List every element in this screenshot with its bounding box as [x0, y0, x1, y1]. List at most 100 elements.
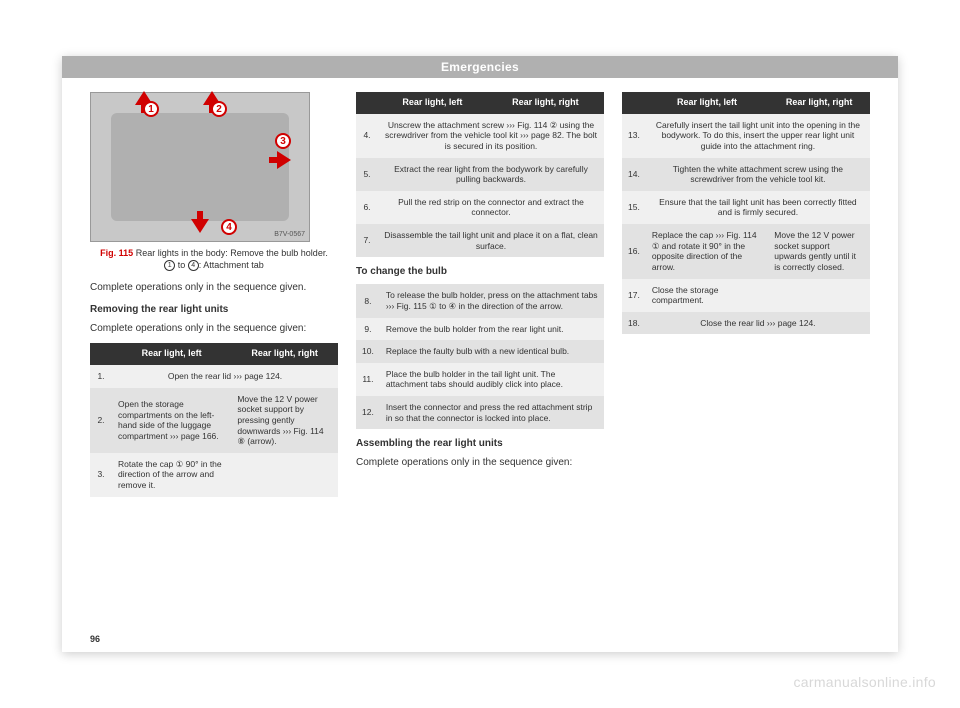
- step-num: 5.: [356, 158, 378, 191]
- table-row: 1. Open the rear lid ››› page 124.: [90, 365, 338, 388]
- table-row: 4. Unscrew the attachment screw ››› Fig.…: [356, 114, 604, 158]
- steps-table-1: Rear light, left Rear light, right 1. Op…: [90, 343, 338, 496]
- step-text: Replace the faulty bulb with a new ident…: [380, 340, 604, 363]
- table-row: 17. Close the storage compartment.: [622, 279, 870, 312]
- figure-badge-3: 3: [275, 133, 291, 149]
- subheading: Assembling the rear light units: [356, 437, 604, 450]
- table-row: 7. Disassemble the tail light unit and p…: [356, 224, 604, 257]
- caption-text-a: Rear lights in the body: Remove the bulb…: [136, 248, 328, 258]
- table-row: 13. Carefully insert the tail light unit…: [622, 114, 870, 158]
- step-num: 8.: [356, 284, 380, 317]
- figure-badge-2: 2: [211, 101, 227, 117]
- step-text: Carefully insert the tail light unit int…: [646, 114, 870, 158]
- table-row: 18. Close the rear lid ››› page 124.: [622, 312, 870, 335]
- table-header-blank: [622, 92, 646, 114]
- table-row: 5. Extract the rear light from the bodyw…: [356, 158, 604, 191]
- table-row: 3. Rotate the cap ① 90° in the direction…: [90, 453, 338, 497]
- table-header-blank: [90, 343, 112, 365]
- step-text: Place the bulb holder in the tail light …: [380, 363, 604, 396]
- step-num: 10.: [356, 340, 380, 363]
- step-text: Tighten the white attachment screw using…: [646, 158, 870, 191]
- step-num: 7.: [356, 224, 378, 257]
- figure-shape: [111, 113, 289, 221]
- steps-table-3: Rear light, left Rear light, right 13. C…: [622, 92, 870, 334]
- section-header: Emergencies: [62, 56, 898, 78]
- step-text-right: Move the 12 V power socket support by pr…: [231, 388, 338, 453]
- table-header-left: Rear light, left: [112, 343, 231, 365]
- table-row: 8. To release the bulb holder, press on …: [356, 284, 604, 317]
- step-num: 4.: [356, 114, 378, 158]
- table-row: 12. Insert the connector and press the r…: [356, 396, 604, 429]
- table-row: 11. Place the bulb holder in the tail li…: [356, 363, 604, 396]
- table-row: 6. Pull the red strip on the connector a…: [356, 191, 604, 224]
- step-num: 3.: [90, 453, 112, 497]
- column-2: Rear light, left Rear light, right 4. Un…: [356, 92, 604, 505]
- table-header-right: Rear light, right: [768, 92, 870, 114]
- figure-arrow-icon: [269, 151, 291, 169]
- manual-page: Emergencies 1 2 3 4 B7V-0567 Fig. 115 Re…: [62, 56, 898, 652]
- circled-1: 1: [164, 260, 175, 271]
- paragraph: Complete operations only in the sequence…: [90, 322, 338, 336]
- page-number: 96: [90, 634, 100, 644]
- table-row: 9. Remove the bulb holder from the rear …: [356, 318, 604, 341]
- paragraph: Complete operations only in the sequence…: [356, 456, 604, 470]
- figure-115: 1 2 3 4 B7V-0567: [90, 92, 310, 242]
- step-num: 18.: [622, 312, 646, 335]
- step-text: Open the rear lid ››› page 124.: [112, 365, 338, 388]
- step-num: 16.: [622, 224, 646, 279]
- figure-badge-1: 1: [143, 101, 159, 117]
- table-header-row: Rear light, left Rear light, right: [90, 343, 338, 365]
- table-header-left: Rear light, left: [646, 92, 768, 114]
- step-text: Disassemble the tail light unit and plac…: [378, 224, 604, 257]
- step-num: 12.: [356, 396, 380, 429]
- steps-table-2a: Rear light, left Rear light, right 4. Un…: [356, 92, 604, 257]
- table-row: 2. Open the storage compartments on the …: [90, 388, 338, 453]
- steps-table-2b: 8. To release the bulb holder, press on …: [356, 284, 604, 429]
- step-text: Unscrew the attachment screw ››› Fig. 11…: [378, 114, 604, 158]
- step-text-left: Close the storage compartment.: [646, 279, 768, 312]
- step-text: Ensure that the tail light unit has been…: [646, 191, 870, 224]
- column-3: Rear light, left Rear light, right 13. C…: [622, 92, 870, 505]
- step-num: 1.: [90, 365, 112, 388]
- circled-4: 4: [188, 260, 199, 271]
- table-header-row: Rear light, left Rear light, right: [356, 92, 604, 114]
- table-row: 14. Tighten the white attachment screw u…: [622, 158, 870, 191]
- step-text-left: Rotate the cap ① 90° in the direction of…: [112, 453, 231, 497]
- figure-arrow-icon: [191, 211, 209, 233]
- step-num: 15.: [622, 191, 646, 224]
- table-header-left: Rear light, left: [378, 92, 487, 114]
- caption-text-b: : Attachment tab: [199, 260, 264, 270]
- step-text-right: [768, 279, 870, 312]
- table-header-right: Rear light, right: [487, 92, 604, 114]
- figure-label: Fig. 115: [100, 248, 133, 258]
- step-text: Close the rear lid ››› page 124.: [646, 312, 870, 335]
- step-num: 9.: [356, 318, 380, 341]
- step-text: Insert the connector and press the red a…: [380, 396, 604, 429]
- step-num: 13.: [622, 114, 646, 158]
- step-text: To release the bulb holder, press on the…: [380, 284, 604, 317]
- figure-badge-4: 4: [221, 219, 237, 235]
- step-num: 17.: [622, 279, 646, 312]
- step-num: 11.: [356, 363, 380, 396]
- figure-code: B7V-0567: [274, 230, 305, 239]
- paragraph: Complete operations only in the sequence…: [90, 281, 338, 295]
- table-row: 15. Ensure that the tail light unit has …: [622, 191, 870, 224]
- watermark: carmanualsonline.info: [794, 674, 937, 690]
- table-row: 10. Replace the faulty bulb with a new i…: [356, 340, 604, 363]
- table-header-right: Rear light, right: [231, 343, 338, 365]
- step-text-left: Replace the cap ››› Fig. 114 ① and rotat…: [646, 224, 768, 279]
- table-header-blank: [356, 92, 378, 114]
- step-text-right: Move the 12 V power socket support upwar…: [768, 224, 870, 279]
- table-header-row: Rear light, left Rear light, right: [622, 92, 870, 114]
- step-text: Pull the red strip on the connector and …: [378, 191, 604, 224]
- table-row: 16. Replace the cap ››› Fig. 114 ① and r…: [622, 224, 870, 279]
- step-num: 2.: [90, 388, 112, 453]
- subheading: Removing the rear light units: [90, 303, 338, 316]
- step-text: Extract the rear light from the bodywork…: [378, 158, 604, 191]
- step-num: 6.: [356, 191, 378, 224]
- step-num: 14.: [622, 158, 646, 191]
- column-1: 1 2 3 4 B7V-0567 Fig. 115 Rear lights in…: [90, 92, 338, 505]
- step-text: Remove the bulb holder from the rear lig…: [380, 318, 604, 341]
- step-text-right: [231, 453, 338, 497]
- content-columns: 1 2 3 4 B7V-0567 Fig. 115 Rear lights in…: [62, 78, 898, 513]
